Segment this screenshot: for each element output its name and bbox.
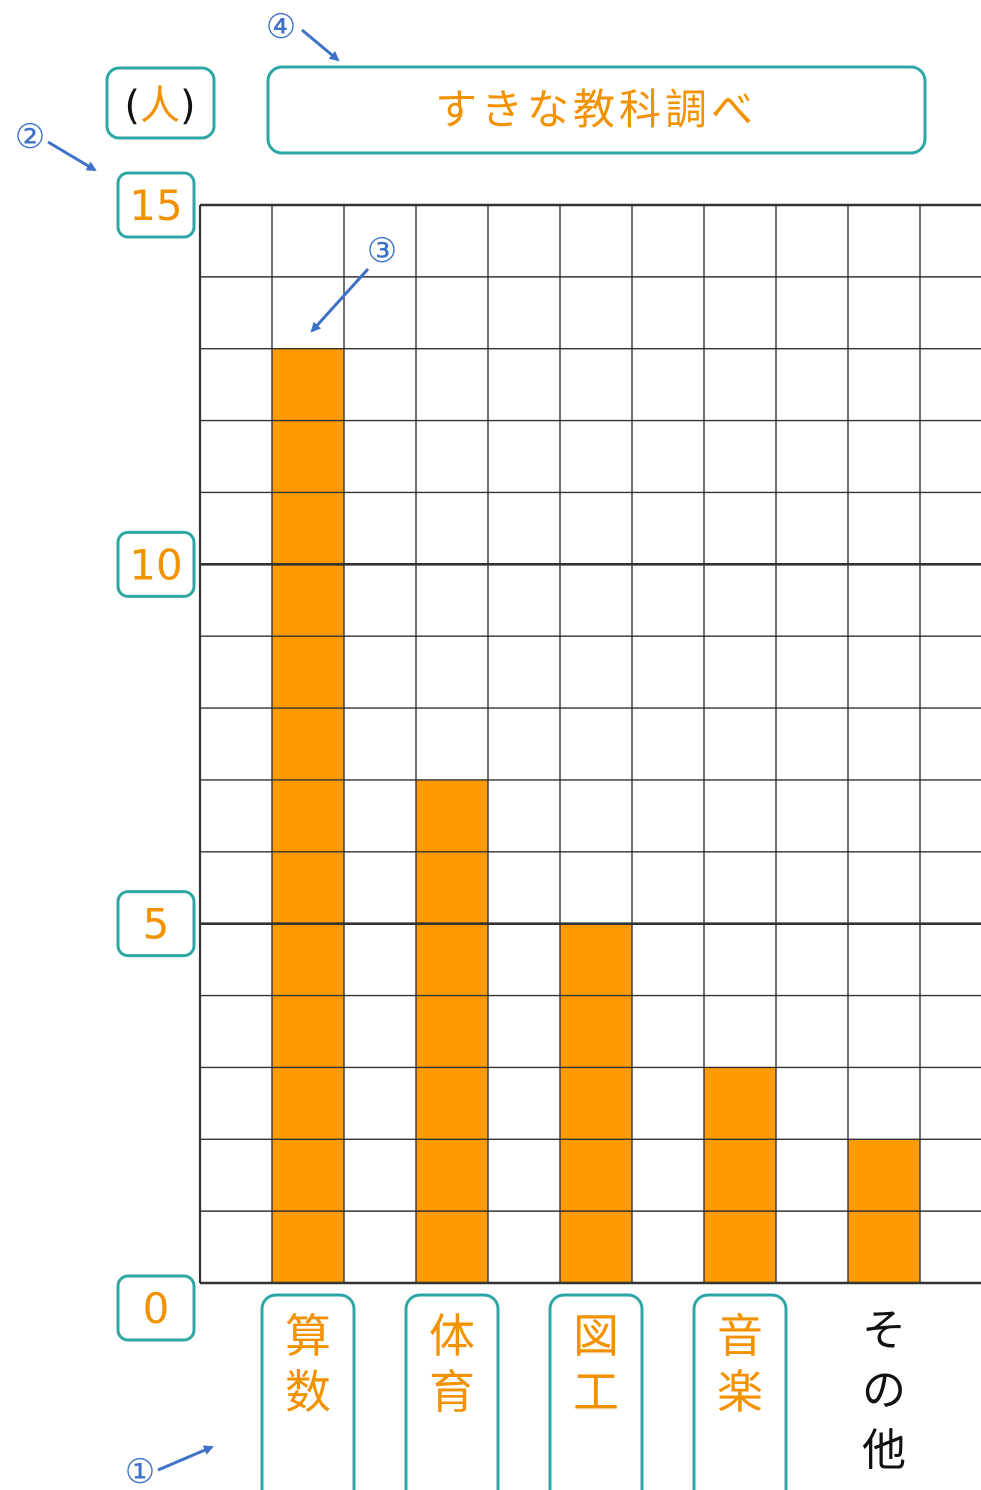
- y-tick-box-0: [116, 1274, 196, 1342]
- chart-title: すきな教科調べ: [435, 85, 757, 134]
- y-tick-label-2: 10: [129, 540, 182, 589]
- x-label-2: 図工: [573, 1309, 619, 1419]
- y-tick-label-3: 15: [129, 181, 182, 230]
- bar-1: [416, 779, 488, 1283]
- y-tick-label-0: 0: [143, 1284, 170, 1333]
- y-tick-label-1: 5: [143, 900, 170, 949]
- x-label-box-2: [548, 1293, 644, 1490]
- x-label-box-1: [404, 1293, 500, 1490]
- marker-4-arrow: [301, 28, 340, 62]
- unit-person: 人: [140, 83, 180, 129]
- title-box: [266, 65, 927, 155]
- unit-label: (人): [124, 83, 195, 129]
- x-label-0: 算数: [285, 1309, 331, 1419]
- bar-2: [560, 923, 632, 1283]
- x-label-4: その他: [862, 1305, 906, 1476]
- x-label-box-3: [692, 1293, 788, 1490]
- y-tick-box-1: [116, 890, 196, 958]
- bars-layer: [272, 348, 920, 1283]
- marker-1: ①: [125, 1452, 155, 1490]
- bar-0: [272, 348, 344, 1283]
- marker-3-arrow: [310, 267, 370, 333]
- x-label-box-0: [260, 1293, 356, 1490]
- marker-2: ②: [15, 117, 45, 157]
- unit-paren-close: ): [180, 83, 196, 129]
- marker-3: ③: [367, 231, 397, 271]
- y-tick-box-2: [116, 530, 196, 598]
- marker-2-arrow: [47, 140, 97, 172]
- unit-paren-open: (: [124, 83, 140, 129]
- marker-1-arrow: [157, 1445, 214, 1472]
- y-tick-layer: 0 5 10 15: [116, 171, 196, 1342]
- y-tick-box-3: [116, 171, 196, 239]
- marker-4: ④: [266, 7, 296, 47]
- x-label-1: 体育: [429, 1309, 475, 1419]
- x-label-3: 音楽: [717, 1309, 763, 1419]
- grid-layer: [198, 203, 981, 1285]
- unit-label-box: [105, 66, 216, 140]
- bar-3: [704, 1067, 776, 1283]
